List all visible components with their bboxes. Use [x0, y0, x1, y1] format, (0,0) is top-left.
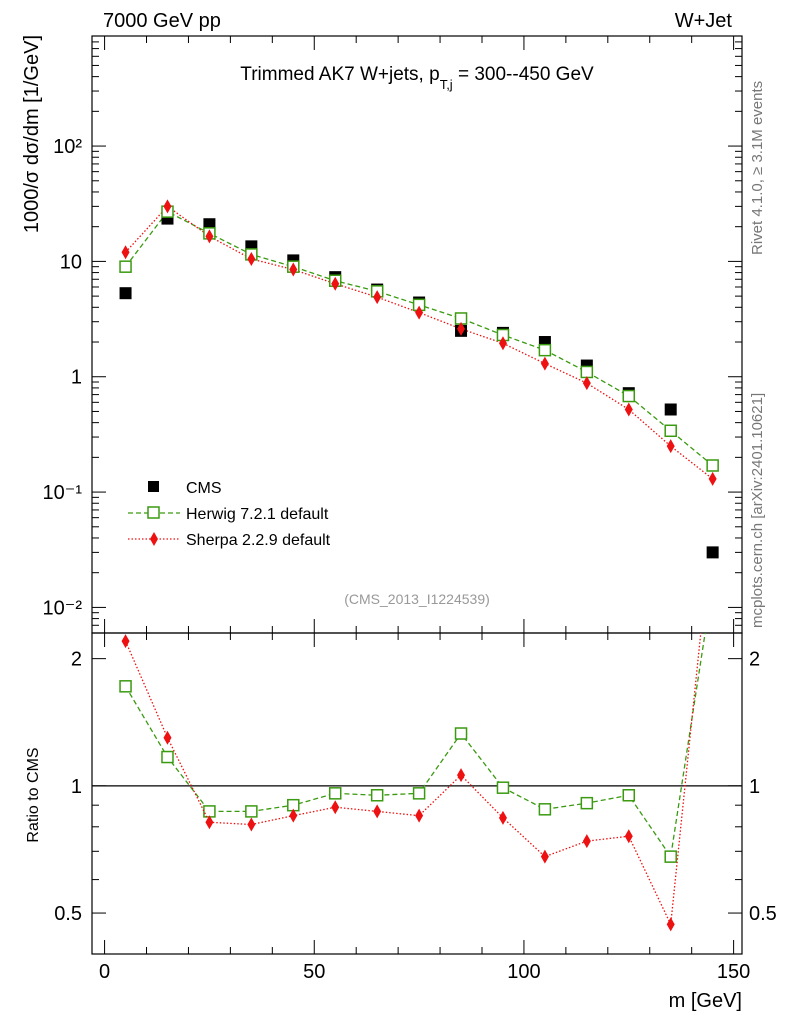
data-point-1 — [622, 389, 636, 403]
ratio-point-2 — [289, 808, 298, 823]
ratio-point-1 — [664, 850, 677, 863]
ratio-point-1 — [203, 805, 216, 818]
x-tick-label: 150 — [717, 961, 750, 983]
ratio-tick-label-left: 0.5 — [54, 903, 82, 925]
x-tick-label: 50 — [303, 961, 325, 983]
data-point-0 — [664, 403, 677, 416]
x-axis-label: m [GeV] — [669, 990, 742, 1012]
ratio-point-1 — [119, 680, 132, 693]
series-line-2 — [125, 205, 714, 480]
ratio-tick-label-right: 2 — [749, 649, 760, 671]
ratio-point-2 — [498, 810, 507, 825]
ratio-tick-labels: 0.5 1 2 0.5 1 2 — [54, 649, 777, 925]
ratio-point-2 — [624, 829, 633, 844]
y-axis-label: 1000/σ dσ/dm [1/GeV] — [21, 35, 43, 233]
data-point-2 — [415, 305, 424, 320]
ratio-point-1 — [622, 789, 636, 802]
header-right: W+Jet — [675, 10, 733, 32]
y-tick-label: 10 — [60, 251, 82, 273]
data-point-1 — [580, 365, 594, 379]
plot-title-sub: T,j — [440, 77, 453, 92]
legend-label-cms: CMS — [186, 480, 222, 497]
y-tick-label: 10⁻² — [43, 597, 83, 619]
data-point-1 — [664, 424, 677, 438]
y-tick-label: 10⁻¹ — [43, 482, 83, 504]
data-point-2 — [373, 290, 382, 305]
data-point-2 — [666, 439, 675, 454]
data-point-2 — [247, 251, 256, 266]
ratio-point-1 — [161, 750, 174, 764]
ratio-point-2 — [121, 634, 130, 649]
axis-ticks — [92, 35, 742, 954]
data-point-0 — [119, 287, 132, 300]
data-point-2 — [498, 336, 507, 351]
series-line-1 — [125, 210, 714, 466]
ratio-tick-label-left: 1 — [71, 776, 82, 798]
ratio-tick-label-left: 2 — [71, 649, 82, 671]
plot-title-tail: = 300--450 GeV — [453, 64, 594, 85]
legend-marker-cms — [148, 481, 159, 492]
y-tick-labels: 10⁻² 10⁻¹ 1 10 10² — [43, 136, 83, 619]
legend-label-sherpa: Sherpa 2.2.9 default — [186, 532, 331, 549]
analysis-id: (CMS_2013_I1224539) — [344, 591, 490, 607]
y-tick-label: 1 — [71, 367, 82, 389]
plot-title-main: Trimmed AK7 W+jets, p — [240, 64, 439, 85]
ratio-plot-frame — [91, 632, 743, 955]
legend-marker-herwig — [147, 506, 160, 519]
data-point-0 — [706, 546, 719, 559]
ratio-point-2 — [205, 815, 214, 830]
x-tick-labels: 0 50 100 150 — [99, 961, 750, 983]
data-point-2 — [624, 402, 633, 417]
source-label: mcplots.cern.ch [arXiv:2401.10621] — [749, 393, 766, 628]
ratio-point-1 — [496, 781, 510, 794]
ratio-line-2 — [124, 633, 702, 927]
ratio-y-axis-label: Ratio to CMS — [25, 747, 42, 842]
legend-marker-sherpa — [150, 532, 158, 546]
data-point-1 — [706, 459, 719, 472]
ratio-point-2 — [373, 804, 382, 819]
data-point-2 — [163, 199, 172, 214]
ratio-point-2 — [457, 768, 466, 783]
data-point-2 — [121, 245, 130, 260]
y-tick-label: 10² — [53, 136, 82, 158]
ratio-point-2 — [247, 817, 256, 832]
ratio-point-1 — [538, 803, 552, 816]
data-point-2 — [540, 356, 549, 371]
data-point-1 — [538, 343, 552, 357]
rivet-label: Rivet 4.1.0, ≥ 3.1M events — [749, 81, 766, 255]
ratio-point-1 — [328, 787, 342, 800]
data-point-2 — [205, 229, 214, 244]
plot-title: Trimmed AK7 W+jets, pT,j = 300--450 GeV — [240, 64, 594, 92]
ratio-point-2 — [331, 800, 340, 815]
ratio-point-2 — [540, 849, 549, 864]
legend-label-herwig: Herwig 7.2.1 default — [186, 506, 329, 523]
ratio-point-1 — [580, 796, 594, 810]
ratio-point-1 — [370, 789, 384, 802]
data-point-2 — [289, 262, 298, 277]
data-point-2 — [331, 276, 340, 291]
data-point-1 — [119, 260, 132, 273]
ratio-point-1 — [454, 727, 468, 740]
ratio-point-2 — [666, 917, 675, 932]
data-point-2 — [582, 376, 591, 391]
header-left: 7000 GeV pp — [103, 10, 221, 32]
ratio-tick-label-right: 0.5 — [749, 903, 777, 925]
legend: CMS Herwig 7.2.1 default Sherpa 2.2.9 de… — [128, 480, 331, 549]
ratio-point-1 — [412, 787, 426, 800]
data-marks — [119, 199, 719, 932]
ratio-point-2 — [415, 808, 424, 823]
x-tick-label: 0 — [99, 961, 110, 983]
x-tick-label: 100 — [507, 961, 540, 983]
ratio-point-1 — [245, 805, 258, 818]
ratio-point-2 — [163, 730, 172, 745]
ratio-point-2 — [582, 834, 591, 849]
data-point-2 — [457, 321, 466, 336]
ratio-tick-label-right: 1 — [749, 776, 760, 798]
data-point-2 — [708, 471, 717, 486]
